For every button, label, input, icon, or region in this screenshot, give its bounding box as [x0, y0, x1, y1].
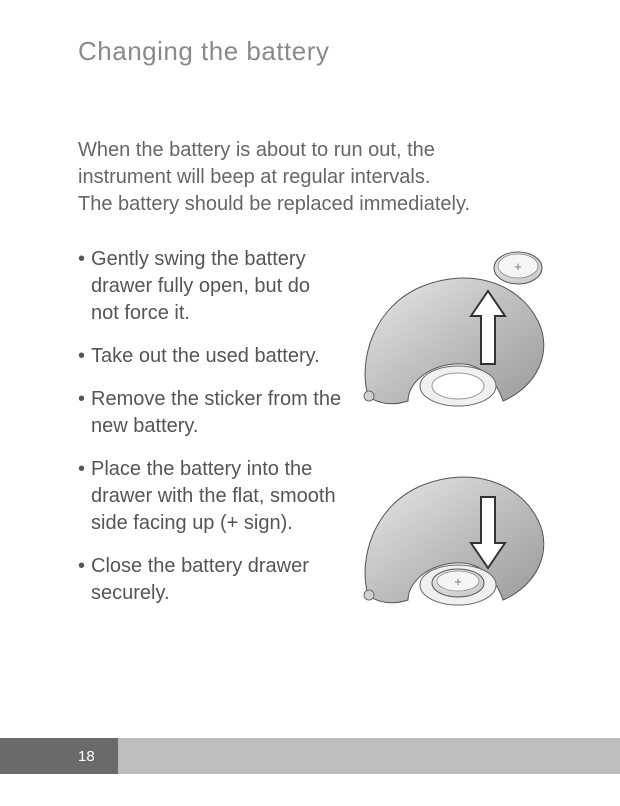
illustration-battery-insert: + — [353, 445, 563, 620]
list-item: • Place the battery into the drawer with… — [78, 456, 343, 537]
list-item: • Close the battery drawer securely. — [78, 553, 343, 607]
illustration-column: + — [343, 246, 563, 620]
footer-bar: 18 — [0, 738, 620, 774]
illustration-battery-open: + — [353, 246, 563, 421]
list-item-text: Close the battery drawer securely. — [91, 553, 343, 607]
list-item-text: Take out the used battery. — [91, 343, 343, 370]
hearing-aid-open-icon: + — [353, 246, 563, 421]
svg-text:+: + — [454, 574, 462, 589]
intro-line: The battery should be replaced immediate… — [78, 193, 470, 215]
list-item-text: Remove the sticker from the new battery. — [91, 386, 343, 440]
list-item: • Gently swing the battery drawer fully … — [78, 246, 343, 327]
list-item: • Take out the used battery. — [78, 343, 343, 370]
hearing-aid-insert-icon: + — [353, 445, 563, 620]
intro-line: When the battery is about to run out, th… — [78, 139, 435, 161]
bullet-icon: • — [78, 343, 85, 370]
bullet-icon: • — [78, 553, 85, 607]
intro-paragraph: When the battery is about to run out, th… — [78, 137, 560, 218]
manual-page: Changing the battery When the battery is… — [0, 0, 620, 806]
page-title: Changing the battery — [78, 36, 560, 67]
bullet-icon: • — [78, 456, 85, 537]
bullet-icon: • — [78, 386, 85, 440]
bullet-icon: • — [78, 246, 85, 327]
svg-text:+: + — [514, 259, 522, 274]
list-item-text: Place the battery into the drawer with t… — [91, 456, 343, 537]
page-number-block: 18 — [0, 738, 118, 774]
list-item: • Remove the sticker from the new batter… — [78, 386, 343, 440]
list-item-text: Gently swing the battery drawer fully op… — [91, 246, 343, 327]
instruction-list: • Gently swing the battery drawer fully … — [78, 246, 343, 623]
page-number: 18 — [78, 748, 95, 765]
intro-line: instrument will beep at regular interval… — [78, 166, 430, 188]
content-row: • Gently swing the battery drawer fully … — [78, 246, 560, 623]
footer-light-bar — [118, 738, 620, 774]
